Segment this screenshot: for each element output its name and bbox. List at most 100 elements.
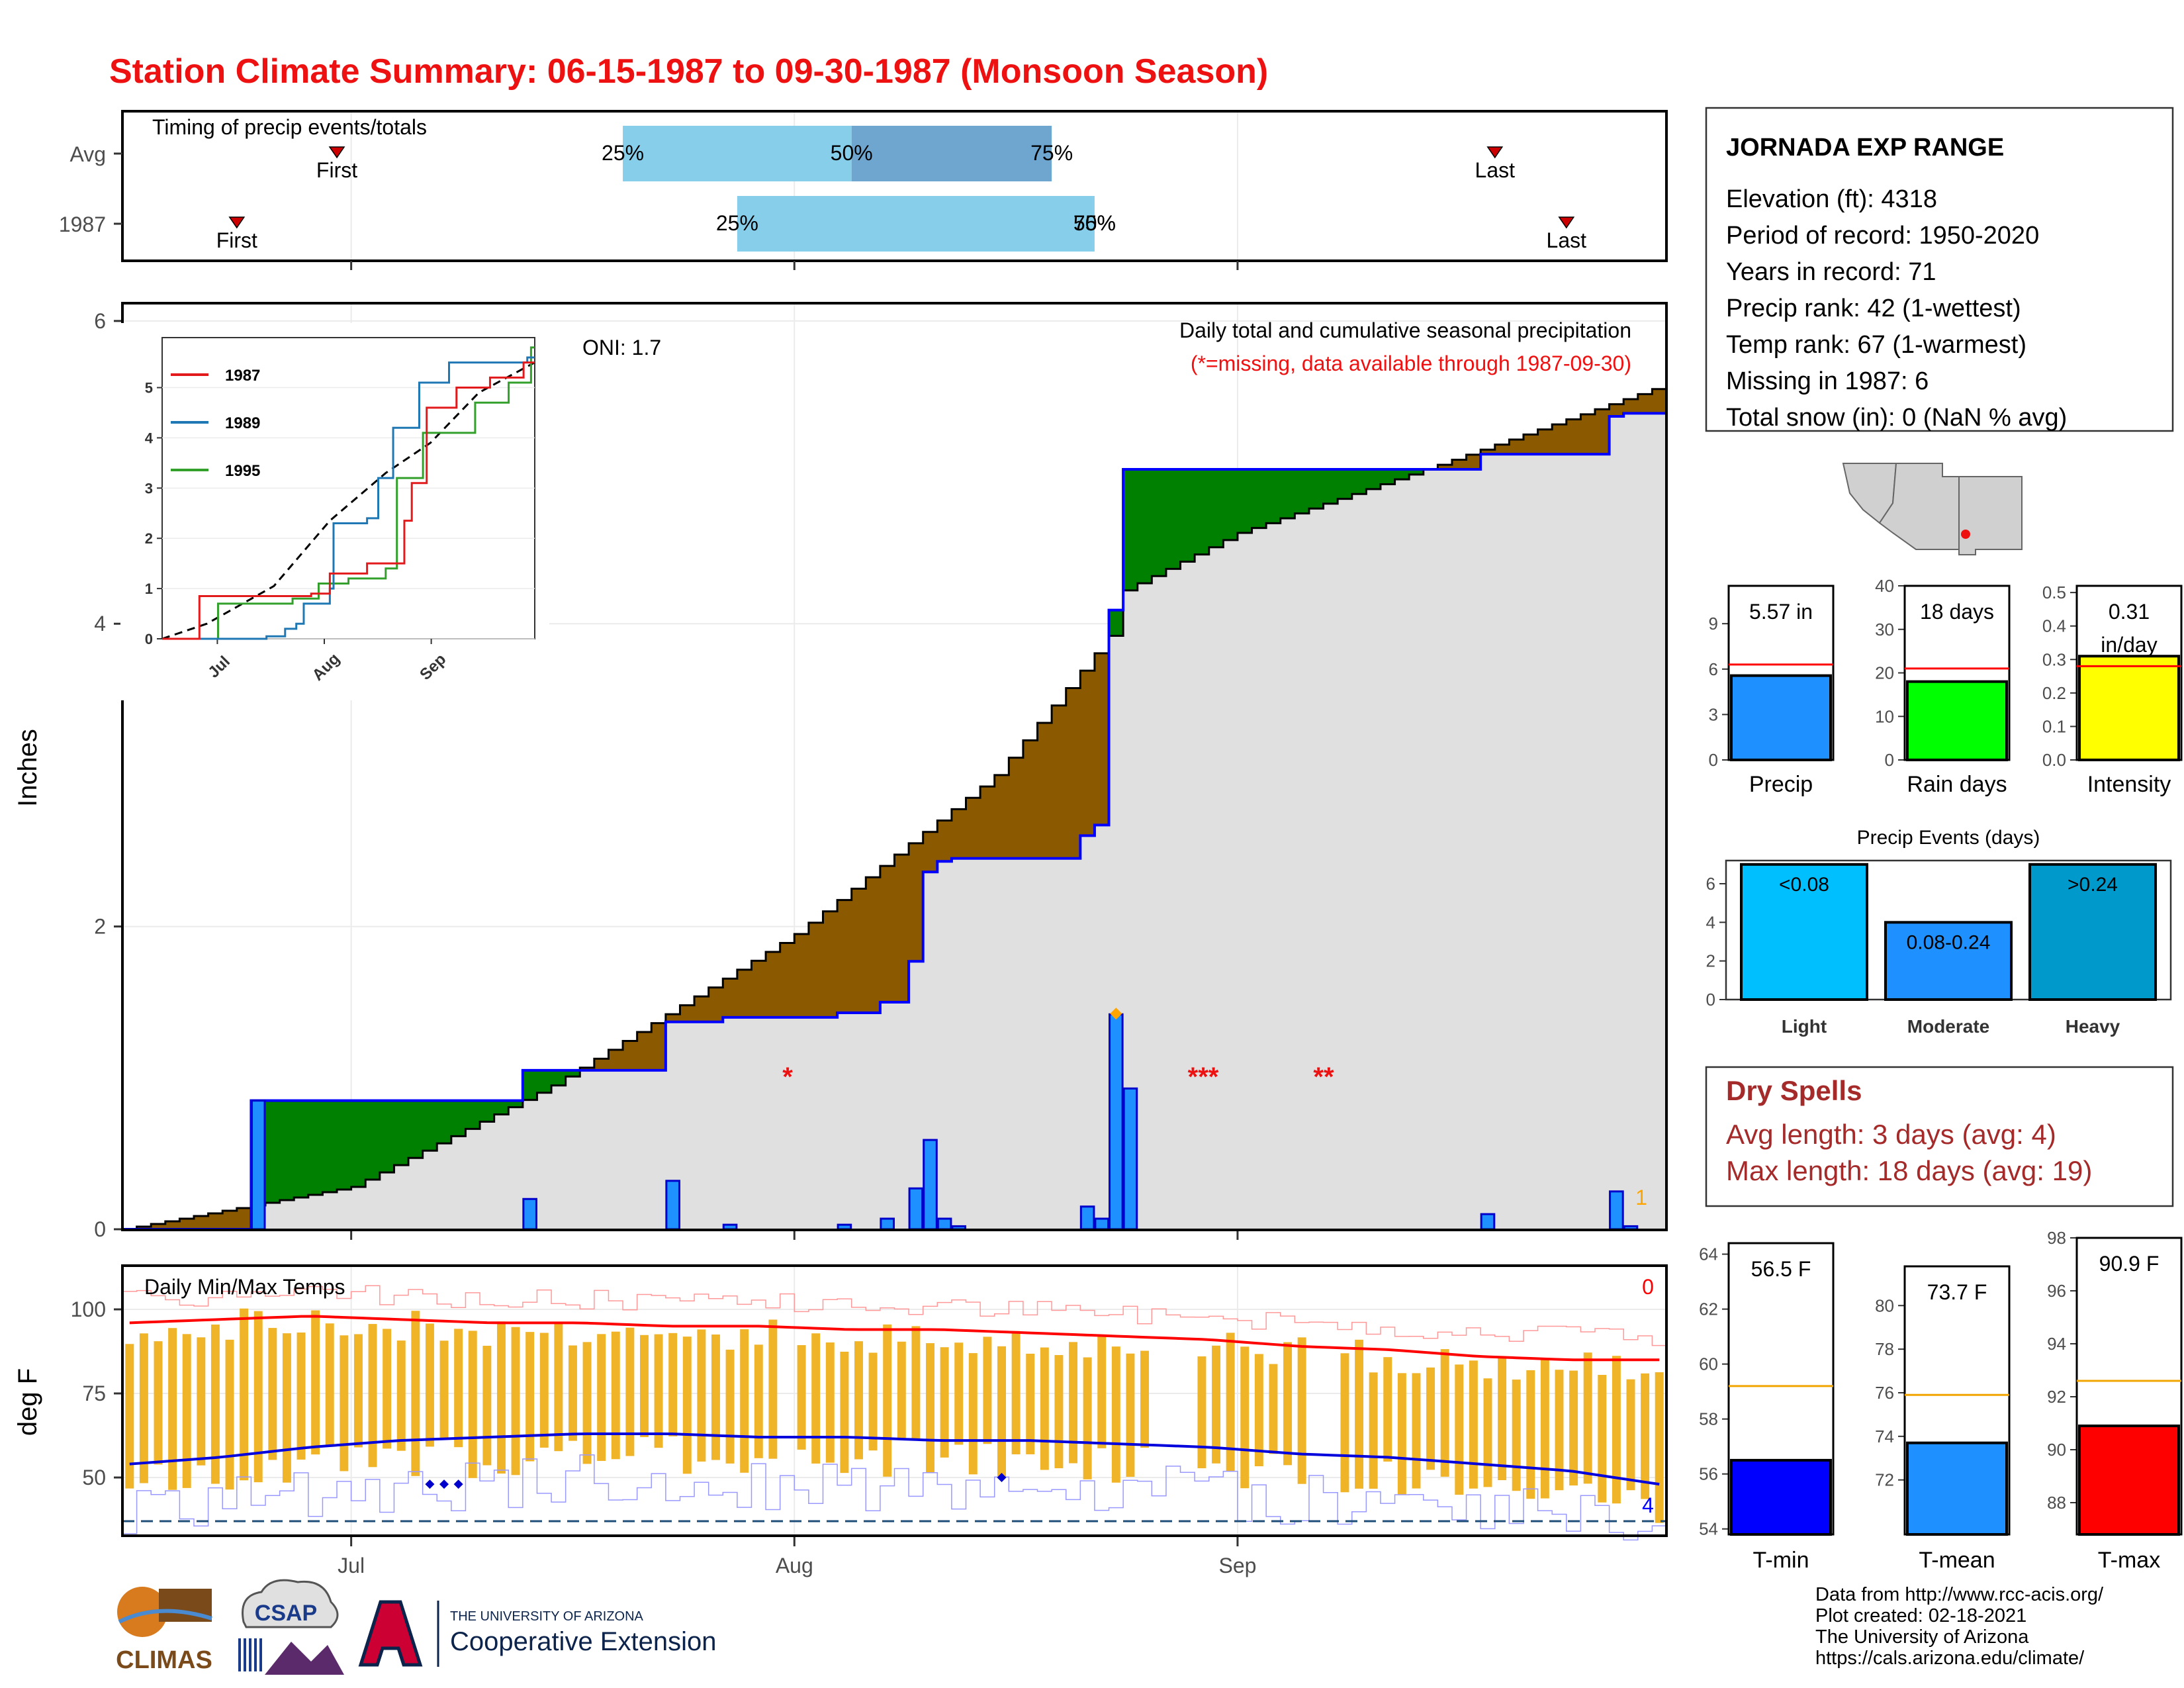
above-average-fill — [537, 1070, 552, 1093]
below-average-fill — [823, 911, 838, 1017]
temp-y-tick-label: 100 — [71, 1297, 106, 1321]
above-average-fill — [1208, 469, 1224, 547]
temp-box-tick-label: 92 — [2047, 1387, 2066, 1407]
daily-temp-bar — [1540, 1360, 1549, 1499]
first-event-label: First — [216, 228, 257, 252]
below-average-fill — [866, 877, 881, 1013]
temp-box-tick-label: 72 — [1875, 1470, 1894, 1490]
below-curve-fill — [1437, 469, 1453, 1229]
timing-p25-label: 25% — [602, 141, 644, 165]
above-average-fill — [522, 1070, 538, 1100]
events-tick-label: 0 — [1706, 990, 1715, 1009]
below-average-fill — [980, 786, 995, 859]
daily-temp-bar — [325, 1323, 334, 1447]
ua-logo-line2: Cooperative Extension — [450, 1627, 716, 1656]
below-curve-fill — [794, 1017, 809, 1229]
events-range-label: <0.08 — [1779, 874, 1829, 896]
daily-temp-bar — [1140, 1350, 1150, 1448]
above-average-fill — [1338, 469, 1353, 499]
daily-temp-bar — [954, 1342, 964, 1445]
timing-bar-25-50 — [623, 126, 852, 181]
daily-temp-bar — [911, 1326, 921, 1441]
below-curve-fill — [394, 1165, 409, 1229]
dry-spells-avg: Avg length: 3 days (avg: 4) — [1726, 1119, 2056, 1150]
footer-credit-line: Plot created: 02-18-2021 — [1815, 1605, 2026, 1626]
above-average-fill — [1152, 469, 1167, 577]
daily-precip-bar — [837, 1223, 852, 1231]
daily-temp-bar — [125, 1344, 134, 1489]
timing-bar-50-75 — [851, 126, 1052, 181]
daily-temp-bar — [1269, 1364, 1278, 1454]
below-curve-fill — [408, 1158, 424, 1229]
daily-temp-bar — [311, 1310, 320, 1455]
below-average-fill — [894, 854, 909, 1002]
daily-temp-bar — [968, 1353, 978, 1475]
daily-temp-bar — [1483, 1378, 1492, 1487]
below-curve-fill — [651, 1070, 666, 1229]
timing-row-label: 1987 — [59, 212, 106, 236]
below-curve-fill — [1308, 508, 1324, 1229]
below-average-fill — [1094, 653, 1110, 825]
daily-temp-bar — [425, 1323, 434, 1447]
below-curve-fill — [1195, 554, 1210, 1229]
missing-data-note: (*=missing, data available through 1987-… — [1191, 352, 1631, 375]
daily-temp-bar — [797, 1345, 806, 1450]
below-average-fill — [1637, 394, 1653, 414]
events-tick-label: 4 — [1706, 912, 1715, 932]
daily-temp-bar — [854, 1341, 863, 1460]
below-curve-fill — [1023, 858, 1038, 1229]
daily-precip-bar — [908, 1187, 924, 1231]
below-curve-fill — [994, 858, 1009, 1229]
below-curve-fill — [1609, 416, 1624, 1229]
below-curve-fill — [837, 1012, 852, 1229]
daily-temp-bar — [682, 1336, 692, 1474]
below-average-fill — [766, 951, 781, 1017]
below-average-fill — [837, 900, 852, 1013]
daily-temp-bar — [139, 1333, 148, 1483]
above-average-fill — [451, 1100, 467, 1137]
above-average-fill — [1137, 469, 1152, 584]
above-average-fill — [1195, 469, 1210, 555]
stat-tick-label: 9 — [1709, 614, 1718, 633]
daily-temp-bar — [1655, 1372, 1664, 1523]
daily-temp-bar — [1397, 1373, 1406, 1495]
stat-tick-label: 0 — [1709, 750, 1718, 770]
stat-tick-label: 0.3 — [2042, 649, 2066, 669]
below-curve-fill — [751, 1017, 766, 1229]
daily-precip-bar — [722, 1223, 738, 1231]
temp-box-tick-label: 58 — [1699, 1409, 1718, 1429]
daily-temp-bar — [197, 1337, 206, 1466]
temp-boxes: 54 56 58 60 62 64 56.5 F T-min 72 74 76 78 80 73.7 F T… — [1699, 1228, 2183, 1573]
stat-tick-label: 3 — [1709, 704, 1718, 724]
avg-tmin-line — [129, 1432, 1660, 1486]
below-curve-fill — [1480, 454, 1496, 1229]
events-range-label: >0.24 — [2068, 874, 2118, 896]
below-curve-fill — [1423, 469, 1438, 1229]
record-max-count: 0 — [1642, 1275, 1654, 1299]
temp-box-tick-label: 90 — [2047, 1440, 2066, 1460]
temp-panel-title: Daily Min/Max Temps — [144, 1275, 345, 1299]
stat-tick-label: 10 — [1875, 706, 1894, 726]
below-curve-fill — [437, 1143, 452, 1229]
csap-logo-bars — [244, 1638, 246, 1671]
below-curve-fill — [723, 1017, 738, 1229]
daily-temp-bar — [1254, 1354, 1263, 1467]
daily-temp-bar — [1598, 1374, 1607, 1503]
daily-temp-bar — [868, 1352, 878, 1451]
daily-temp-bar — [1469, 1360, 1478, 1489]
daily-temp-bar — [768, 1319, 778, 1459]
inset-legend-label: 1989 — [225, 414, 260, 432]
events-category-label: Heavy — [2066, 1016, 2120, 1037]
daily-temp-bar — [439, 1340, 449, 1440]
below-average-fill — [1580, 414, 1596, 455]
daily-temp-bar — [1555, 1370, 1564, 1491]
below-curve-fill — [1409, 474, 1424, 1229]
below-curve-fill — [465, 1129, 480, 1229]
below-curve-fill — [1580, 454, 1596, 1229]
daily-temp-bar — [396, 1340, 406, 1451]
daily-temp-bar — [983, 1336, 992, 1444]
above-average-fill — [265, 1100, 281, 1203]
daily-precip-bar — [880, 1217, 895, 1231]
daily-temp-bar — [568, 1345, 577, 1441]
map-state-new-mexico — [1958, 476, 2023, 555]
